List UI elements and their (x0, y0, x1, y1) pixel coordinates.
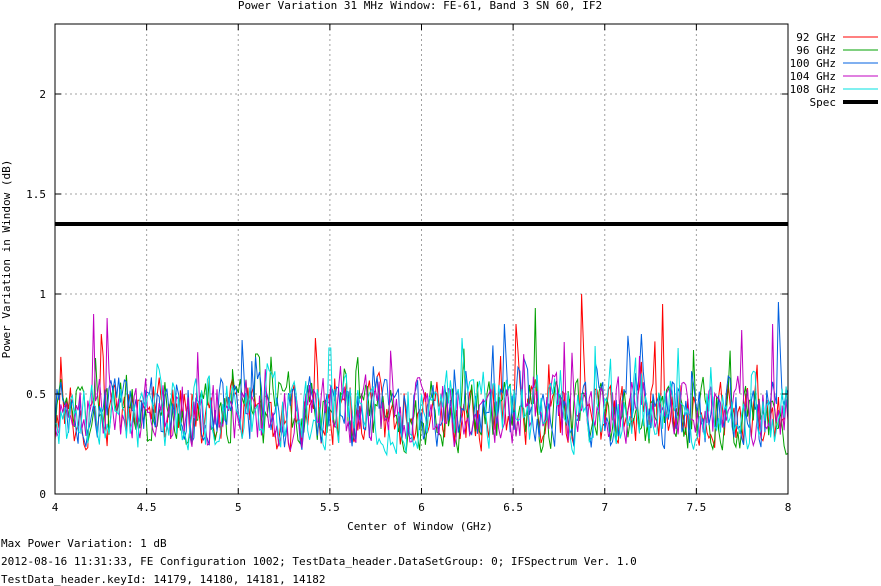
legend-label: 96 GHz (796, 44, 836, 57)
y-axis-label: Power Variation in Window (dB) (0, 160, 13, 359)
x-tick-label: 7 (601, 501, 608, 514)
legend-label: 92 GHz (796, 31, 836, 44)
y-tick-label: 1.5 (26, 188, 46, 201)
x-tick-label: 4.5 (137, 501, 157, 514)
legend-label: 104 GHz (790, 70, 836, 83)
x-tick-label: 5.5 (320, 501, 340, 514)
series-layer (54, 293, 789, 457)
y-tick-label: 1 (39, 288, 46, 301)
x-tick-label: 6 (418, 501, 425, 514)
legend-label: 108 GHz (790, 83, 836, 96)
legend-label: Spec (810, 96, 837, 109)
x-tick-label: 4 (52, 501, 59, 514)
y-tick-label: 0.5 (26, 388, 46, 401)
footer-max-power: Max Power Variation: 1 dB (1, 537, 167, 550)
x-tick-label: 7.5 (686, 501, 706, 514)
legend-label: 100 GHz (790, 57, 836, 70)
x-tick-label: 8 (785, 501, 792, 514)
series-line (54, 337, 789, 457)
x-axis-label: Center of Window (GHz) (347, 520, 493, 533)
x-tick-label: 5 (235, 501, 242, 514)
x-tick-label: 6.5 (503, 501, 523, 514)
footer-config: 2012-08-16 11:31:33, FE Configuration 10… (1, 555, 637, 568)
y-tick-label: 0 (39, 488, 46, 501)
series-line (54, 313, 789, 451)
chart-title: Power Variation 31 MHz Window: FE-61, Ba… (238, 0, 602, 12)
x-ticks: 4 4.5 5 5.5 6 6.5 7 7.5 8 (52, 24, 792, 514)
footer-keyid: TestData_header.keyId: 14179, 14180, 141… (1, 573, 326, 586)
y-ticks: 0 0.5 1 1.5 2 (26, 88, 788, 501)
y-tick-label: 2 (39, 88, 46, 101)
